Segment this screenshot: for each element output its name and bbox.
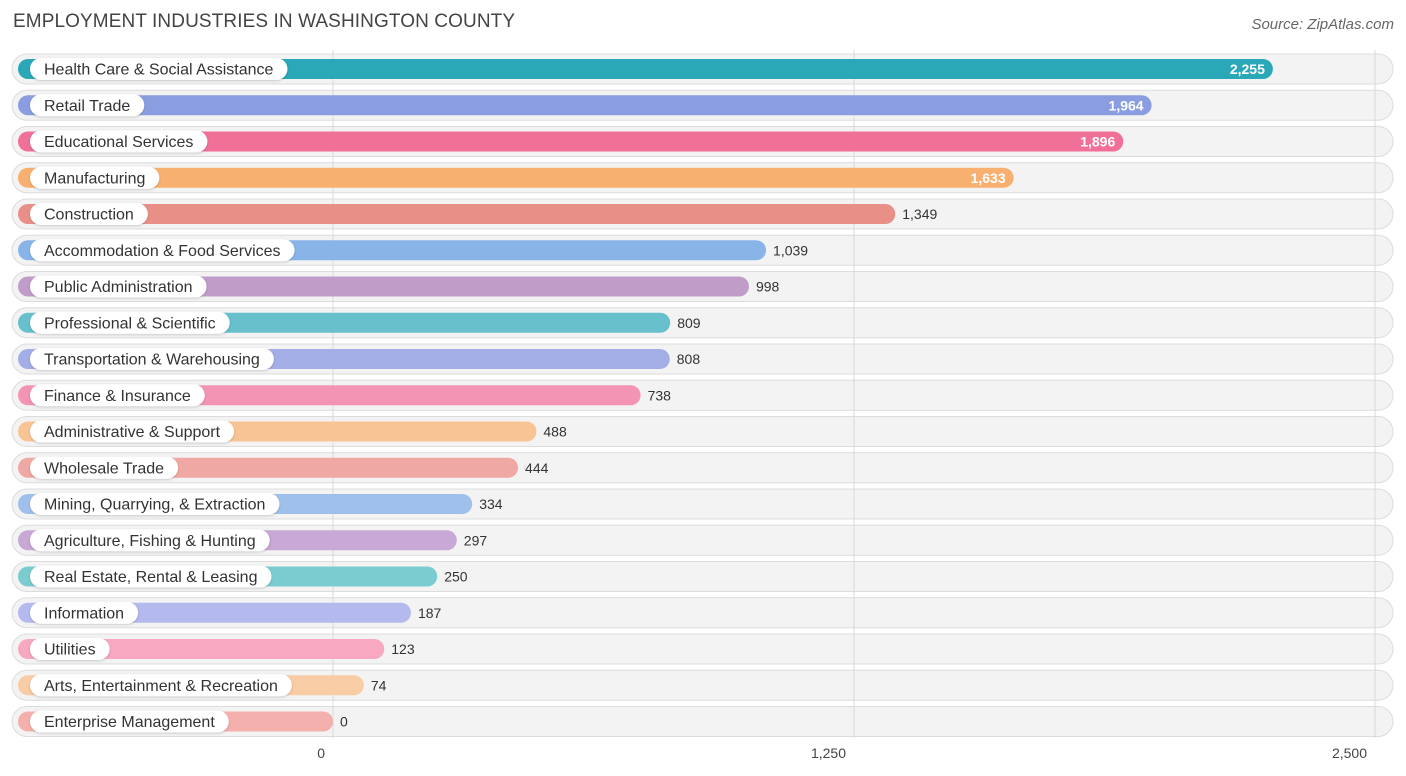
category-label: Health Care & Social Assistance xyxy=(44,62,274,79)
category-label-pill xyxy=(30,493,280,515)
category-label: Agriculture, Fishing & Hunting xyxy=(44,533,256,550)
bar-group: Health Care & Social Assistance 2,255 xyxy=(18,58,1273,80)
value-label: 1,896 xyxy=(1080,134,1115,150)
value-label: 1,349 xyxy=(902,206,937,222)
category-label-pill xyxy=(30,529,270,552)
bar-group: Construction 1,349 xyxy=(18,203,938,225)
category-label: Real Estate, Rental & Leasing xyxy=(44,569,257,586)
category-label-pill xyxy=(30,384,205,407)
value-label: 488 xyxy=(543,424,567,440)
value-label: 738 xyxy=(648,387,672,403)
bar-group: Utilities 123 xyxy=(18,638,415,660)
category-label-pill xyxy=(30,166,160,189)
bar-group: Wholesale Trade 444 xyxy=(18,456,549,479)
bar-group: Finance & Insurance 738 xyxy=(18,384,672,407)
value-label: 1,633 xyxy=(971,170,1006,186)
x-tick-label: 0 xyxy=(317,745,325,761)
category-label-pill xyxy=(30,239,295,262)
bar xyxy=(18,131,1124,152)
category-label: Professional & Scientific xyxy=(44,315,216,332)
value-label: 1,039 xyxy=(773,242,808,258)
bar-group: Transportation & Warehousing 808 xyxy=(18,348,700,370)
value-label: 1,964 xyxy=(1109,97,1144,113)
value-label: 334 xyxy=(479,496,503,512)
chart-source: Source: ZipAtlas.com xyxy=(1251,16,1394,33)
category-label: Wholesale Trade xyxy=(44,460,164,477)
chart-title: EMPLOYMENT INDUSTRIES IN WASHINGTON COUN… xyxy=(13,11,516,32)
bar-group: Real Estate, Rental & Leasing 250 xyxy=(18,565,468,588)
value-label: 809 xyxy=(677,315,701,331)
bar-group: Retail Trade 1,964 xyxy=(18,94,1152,117)
value-label: 808 xyxy=(677,351,701,367)
bar-group: Enterprise Management 0 xyxy=(18,710,348,733)
bar-group: Mining, Quarrying, & Extraction 334 xyxy=(18,493,503,515)
category-label-pill xyxy=(30,710,229,733)
category-label: Accommodation & Food Services xyxy=(44,243,281,260)
bar-group: Agriculture, Fishing & Hunting 297 xyxy=(18,529,488,552)
value-label: 297 xyxy=(464,532,488,548)
category-label: Construction xyxy=(44,207,134,224)
bar xyxy=(18,95,1152,116)
category-label: Educational Services xyxy=(44,134,193,151)
category-label: Mining, Quarrying, & Extraction xyxy=(44,497,265,514)
value-label: 187 xyxy=(418,605,442,621)
category-label-pill xyxy=(30,348,274,370)
value-label: 250 xyxy=(444,569,468,585)
category-label: Manufacturing xyxy=(44,170,145,187)
category-label: Finance & Insurance xyxy=(44,388,191,405)
category-label: Retail Trade xyxy=(44,98,130,115)
x-tick-label: 2,500 xyxy=(1332,745,1367,761)
category-label-pill xyxy=(30,601,139,624)
bar-group: Manufacturing 1,633 xyxy=(18,166,1014,189)
category-label: Administrative & Support xyxy=(44,424,221,441)
category-label-pill xyxy=(30,203,148,225)
category-label-pill xyxy=(30,420,235,443)
category-label: Arts, Entertainment & Recreation xyxy=(44,678,278,695)
value-label: 2,255 xyxy=(1230,61,1265,77)
value-label: 123 xyxy=(391,641,415,657)
bar xyxy=(18,639,385,659)
category-label: Public Administration xyxy=(44,279,193,296)
category-label-pill xyxy=(30,94,145,117)
bar-group: Accommodation & Food Services 1,039 xyxy=(18,239,808,262)
row-background xyxy=(11,706,1394,737)
category-label-pill xyxy=(30,638,110,660)
bar-group: Educational Services 1,896 xyxy=(18,130,1124,153)
category-label: Enterprise Management xyxy=(44,714,215,731)
category-label-pill xyxy=(30,58,288,80)
category-label: Utilities xyxy=(44,642,96,659)
category-label: Information xyxy=(44,605,124,622)
x-tick-label: 1,250 xyxy=(811,745,846,761)
value-label: 0 xyxy=(340,714,348,730)
bar xyxy=(18,167,1014,188)
value-label: 998 xyxy=(756,279,780,295)
bar-group: Arts, Entertainment & Recreation 74 xyxy=(18,674,387,697)
value-label: 74 xyxy=(371,677,387,693)
category-label-pill xyxy=(30,130,208,153)
category-label-pill xyxy=(30,674,292,697)
bar-group: Administrative & Support 488 xyxy=(18,420,567,443)
category-label-pill xyxy=(30,275,207,298)
bar xyxy=(18,204,896,224)
bar xyxy=(18,59,1273,79)
bar-group: Professional & Scientific 809 xyxy=(18,311,701,334)
bar-group: Information 187 xyxy=(18,601,442,624)
category-label-pill xyxy=(30,311,230,334)
category-label-pill xyxy=(30,565,272,588)
bar-group: Public Administration 998 xyxy=(18,275,780,298)
category-label: Transportation & Warehousing xyxy=(44,352,260,369)
category-label-pill xyxy=(30,456,179,479)
value-label: 444 xyxy=(525,460,549,476)
